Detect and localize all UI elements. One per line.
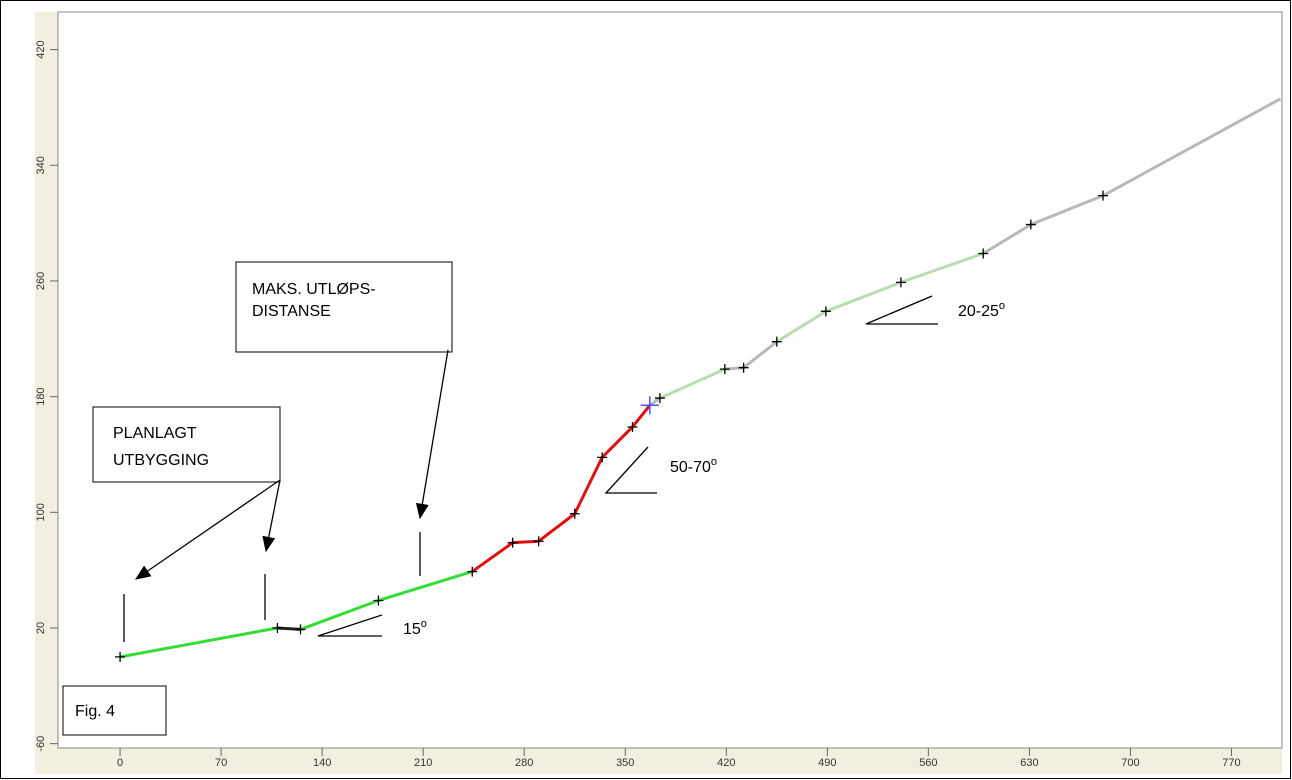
profile-line (982, 97, 1282, 255)
x-tick-label: 140 (313, 757, 331, 769)
y-axis-band (35, 12, 58, 748)
x-tick-label: 490 (818, 757, 836, 769)
y-tick-label: 260 (35, 272, 47, 290)
angle-sup: o (999, 300, 1005, 312)
vertex-marker (820, 306, 831, 317)
profile-line (648, 396, 661, 407)
annotation-text: UTBYGGING (113, 452, 209, 469)
x-tick-label: 210 (414, 757, 432, 769)
y-tick-label: 420 (35, 40, 47, 58)
vertex-marker (533, 536, 544, 547)
arrow (134, 479, 281, 580)
vertex-marker (1098, 190, 1109, 201)
x-tick-label: 350 (616, 757, 634, 769)
arrow (415, 349, 449, 520)
figure-box (62, 685, 167, 736)
vertex-marker (771, 336, 782, 347)
y-tick-label: -60 (35, 736, 47, 752)
y-tick-label: 340 (35, 156, 47, 174)
profile-line (776, 252, 984, 343)
vertex-marker (1025, 219, 1036, 230)
x-tick-label: 560 (919, 757, 937, 769)
vertex-marker (507, 537, 518, 548)
angle-sup: o (421, 618, 427, 630)
x-tick-label: 700 (1121, 757, 1139, 769)
vertex-marker (373, 595, 384, 606)
angle-sup: o (711, 456, 717, 468)
slope-indicator (317, 614, 383, 637)
slope-indicator (865, 295, 938, 325)
annotation-text: DISTANSE (252, 303, 331, 320)
x-tick-label: 280 (515, 757, 533, 769)
angle-label: 20-25o (958, 300, 1005, 320)
y-tick-label: 180 (35, 387, 47, 405)
x-tick-label: 420 (717, 757, 735, 769)
arrow (262, 479, 281, 553)
angle-text: 50-70 (670, 459, 711, 476)
figure-label: Fig. 4 (75, 703, 115, 720)
profile-line (659, 367, 726, 400)
vertex-marker (978, 248, 989, 259)
plot (115, 97, 1282, 662)
vertex-marker (272, 622, 283, 633)
x-tick-label: 0 (117, 757, 123, 769)
highlight-marker (640, 396, 659, 415)
annotation-text: PLANLAGT (113, 425, 197, 442)
slope-indicator (604, 446, 657, 494)
angle-label: 50-70o (670, 456, 717, 476)
vertex-marker (719, 364, 730, 375)
x-tick-label: 770 (1222, 757, 1240, 769)
annotation-box (92, 406, 281, 483)
vertex-marker (569, 508, 580, 519)
x-tick-label: 70 (215, 757, 227, 769)
vertex-marker (115, 651, 126, 662)
annotation-text: MAKS. UTLØPS- (252, 281, 376, 298)
vertex-marker (738, 362, 749, 373)
x-axis-band (35, 748, 1282, 774)
angle-label: 15o (403, 618, 427, 638)
vertex-marker (627, 421, 638, 432)
plot-area (57, 11, 1283, 749)
vertex-marker (295, 624, 306, 635)
vertex-marker (467, 566, 478, 577)
x-tick-label: 630 (1020, 757, 1038, 769)
angle-text: 20-25 (958, 303, 999, 320)
y-tick-label: 20 (35, 622, 47, 634)
y-tick-label: 100 (35, 503, 47, 521)
vertex-marker (654, 393, 665, 404)
angle-text: 15 (403, 621, 421, 638)
vertex-marker (597, 452, 608, 463)
profile-line (119, 626, 278, 659)
vertex-marker (895, 277, 906, 288)
annotation-box (235, 261, 453, 353)
